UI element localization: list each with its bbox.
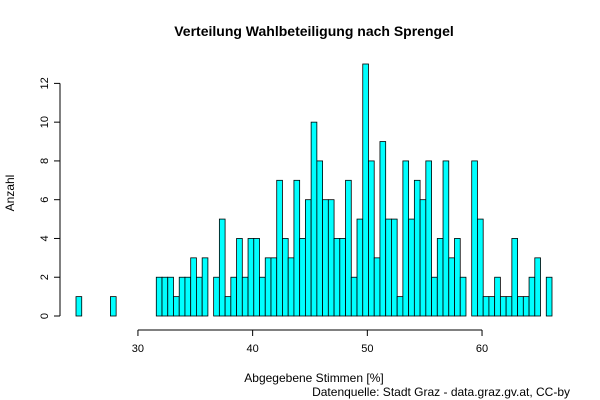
histogram-bar — [190, 257, 197, 317]
histogram-bar — [402, 160, 410, 317]
histogram-bar — [196, 276, 203, 317]
y-axis: 0 2 4 6 8 10 12 — [39, 77, 61, 319]
histogram-bar — [161, 276, 169, 317]
bars-group — [75, 63, 553, 317]
histogram-bar — [236, 238, 243, 317]
histogram-bar — [477, 218, 484, 317]
histogram-bar — [517, 296, 524, 317]
histogram-bar — [482, 296, 490, 317]
histogram-bar — [545, 276, 553, 317]
y-tick-label: 6 — [39, 197, 51, 203]
histogram-bar — [448, 257, 455, 317]
histogram-bar — [299, 238, 306, 317]
histogram-bar — [293, 179, 301, 317]
histogram-bar — [379, 141, 387, 317]
y-tick-label: 2 — [39, 274, 51, 280]
y-tick-label: 4 — [39, 235, 51, 241]
histogram-bar — [270, 257, 278, 317]
histogram-bar — [350, 276, 358, 317]
histogram-bar — [304, 199, 312, 317]
histogram-bar — [345, 179, 352, 317]
histogram-bar — [316, 160, 323, 317]
histogram-bar — [224, 296, 232, 317]
histogram-bar — [253, 238, 260, 317]
histogram-bar — [494, 276, 501, 317]
histogram-bar — [259, 276, 266, 317]
histogram-bar — [499, 296, 507, 317]
histogram-bar — [459, 276, 467, 317]
histogram-bar — [327, 199, 335, 317]
histogram-bar — [287, 257, 295, 317]
histogram-bar — [408, 218, 415, 317]
histogram-bar — [373, 257, 381, 317]
y-tick-label: 0 — [39, 313, 51, 319]
histogram-bar — [488, 296, 496, 317]
histogram-bar — [391, 218, 398, 317]
histogram-bar — [385, 218, 392, 317]
histogram-bar — [230, 276, 237, 317]
x-axis: 30 40 50 60 — [132, 329, 488, 355]
histogram-bar — [425, 160, 432, 317]
x-tick-label: 60 — [476, 343, 488, 355]
histogram-bar — [213, 276, 220, 317]
histogram-bar — [218, 218, 226, 317]
histogram-bar — [471, 160, 478, 317]
histogram-bar — [247, 238, 255, 317]
histogram-bar — [431, 276, 438, 317]
histogram-bar — [333, 238, 341, 317]
x-tick-label: 30 — [132, 343, 144, 355]
histogram-bar — [167, 276, 174, 317]
histogram-bar — [282, 238, 289, 317]
histogram-bar — [178, 276, 186, 317]
histogram-bar — [528, 276, 536, 317]
histogram-bar — [110, 296, 117, 317]
histogram-bar — [184, 276, 192, 317]
chart-title: Verteilung Wahlbeteiligung nach Sprengel — [174, 23, 454, 39]
histogram-bar — [522, 296, 530, 317]
y-tick-label: 8 — [39, 158, 51, 164]
histogram-bar — [173, 296, 180, 317]
histogram-bar — [505, 296, 513, 317]
data-source-caption: Datenquelle: Stadt Graz - data.graz.gv.a… — [312, 385, 570, 399]
histogram-bar — [396, 296, 404, 317]
x-tick-label: 40 — [247, 343, 259, 355]
histogram-bar — [442, 160, 450, 317]
histogram-bar — [356, 218, 364, 317]
y-tick-label: 10 — [39, 116, 51, 128]
histogram-bar — [322, 199, 329, 317]
histogram-bar — [241, 276, 249, 317]
histogram-bar — [436, 238, 444, 317]
histogram-bar — [419, 199, 427, 317]
histogram-bar — [362, 63, 369, 317]
histogram-bar — [264, 257, 272, 317]
histogram-bar — [534, 257, 541, 317]
histogram-bar — [276, 179, 283, 317]
histogram-bar — [155, 276, 163, 317]
histogram-bar — [339, 238, 346, 317]
histogram-bar — [413, 179, 421, 317]
histogram-bar — [201, 257, 209, 317]
histogram-bar — [310, 121, 318, 317]
histogram-bar — [75, 296, 83, 317]
x-tick-label: 50 — [361, 343, 373, 355]
y-axis-label: Anzahl — [3, 175, 17, 212]
histogram-bar — [368, 160, 375, 317]
x-axis-label: Abgegebene Stimmen [%] — [244, 371, 383, 385]
histogram-bar — [511, 238, 518, 317]
histogram-bar — [454, 238, 461, 317]
y-tick-label: 12 — [39, 77, 51, 89]
